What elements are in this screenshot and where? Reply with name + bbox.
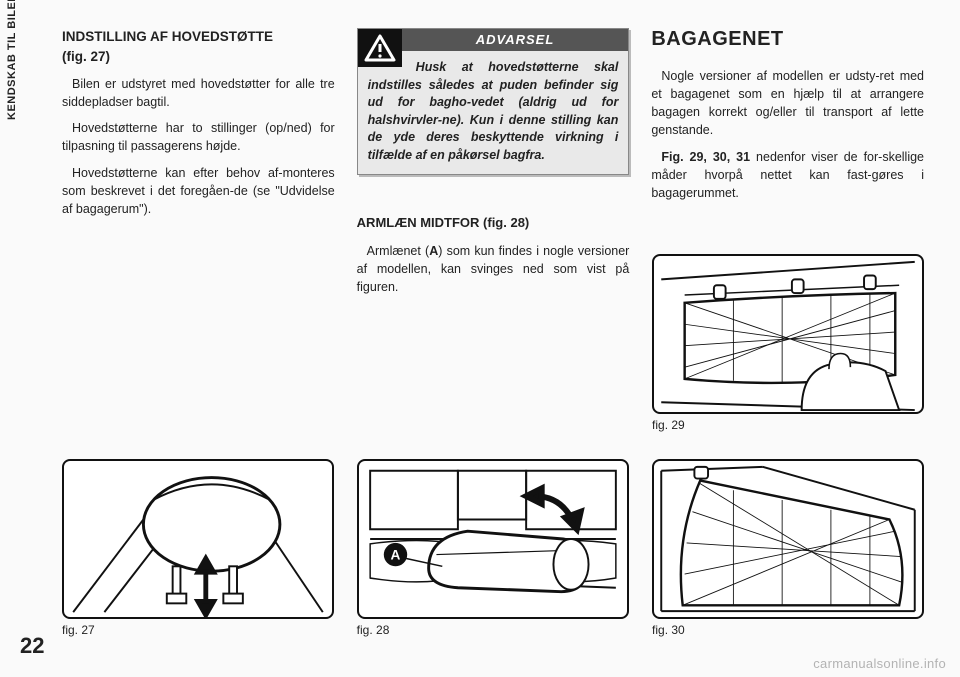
figure-29-caption: fig. 29 — [652, 418, 924, 432]
column-1: INDSTILLING AF HOVEDSTØTTE (fig. 27) Bil… — [62, 28, 335, 657]
figure-30-caption: fig. 30 — [652, 623, 924, 637]
net-illustration-30 — [654, 461, 922, 617]
net-illustration-29 — [654, 256, 922, 412]
headrest-illustration — [64, 461, 332, 617]
col2-subhead: ARMLÆN MIDTFOR (fig. 28) — [357, 215, 630, 230]
warning-icon — [358, 29, 402, 67]
col3-heading: BAGAGENET — [651, 28, 924, 51]
col3-p1: Nogle versioner af modellen er udsty-ret… — [651, 67, 924, 140]
column-2: ADVARSEL Husk at hovedstøtterne skal ind… — [357, 28, 630, 657]
figure-28: A — [357, 459, 629, 619]
col1-p2: Hovedstøtterne har to stillinger (op/ned… — [62, 119, 335, 155]
col2-p1-pre: Armlænet ( — [367, 244, 430, 258]
sidebar-label: KENDSKAB TIL BILEN — [6, 0, 18, 120]
figure-28-wrap: A fig. 28 — [357, 459, 629, 637]
warning-box: ADVARSEL Husk at hovedstøtterne skal ind… — [357, 28, 630, 175]
col3-p2-bold: Fig. 29, 30, 31 — [661, 150, 750, 164]
figure-29 — [652, 254, 924, 414]
col1-heading-line1: INDSTILLING AF HOVEDSTØTTE — [62, 28, 335, 46]
col3-p2: Fig. 29, 30, 31 nedenfor viser de for-sk… — [651, 148, 924, 202]
col1-heading-line2: (fig. 27) — [62, 48, 335, 66]
figure-27-caption: fig. 27 — [62, 623, 334, 637]
col2-p1-bold: A — [429, 244, 438, 258]
col1-p3: Hovedstøtterne kan efter behov af-monter… — [62, 164, 335, 218]
figure-28-caption: fig. 28 — [357, 623, 629, 637]
sidebar-tab: KENDSKAB TIL BILEN — [0, 0, 34, 677]
armrest-illustration: A — [359, 461, 627, 617]
page: KENDSKAB TIL BILEN 22 INDSTILLING AF HOV… — [0, 0, 960, 677]
figure-27-wrap: fig. 27 — [62, 459, 334, 637]
figure-30 — [652, 459, 924, 619]
figure-27 — [62, 459, 334, 619]
warning-body: Husk at hovedstøtterne skal indstilles s… — [368, 59, 619, 164]
warning-title: ADVARSEL — [402, 29, 629, 51]
figure-29-wrap: fig. 29 — [652, 254, 924, 432]
page-number: 22 — [20, 633, 44, 659]
column-3: BAGAGENET Nogle versioner af modellen er… — [651, 28, 924, 657]
col2-p1: Armlænet (A) som kun findes i nogle vers… — [357, 242, 630, 296]
figure-30-wrap: fig. 30 — [652, 459, 924, 637]
armrest-label-a: A — [390, 547, 400, 562]
content-columns: INDSTILLING AF HOVEDSTØTTE (fig. 27) Bil… — [62, 28, 924, 657]
watermark: carmanualsonline.info — [813, 656, 946, 671]
col1-p1: Bilen er udstyret med hovedstøtter for a… — [62, 75, 335, 111]
